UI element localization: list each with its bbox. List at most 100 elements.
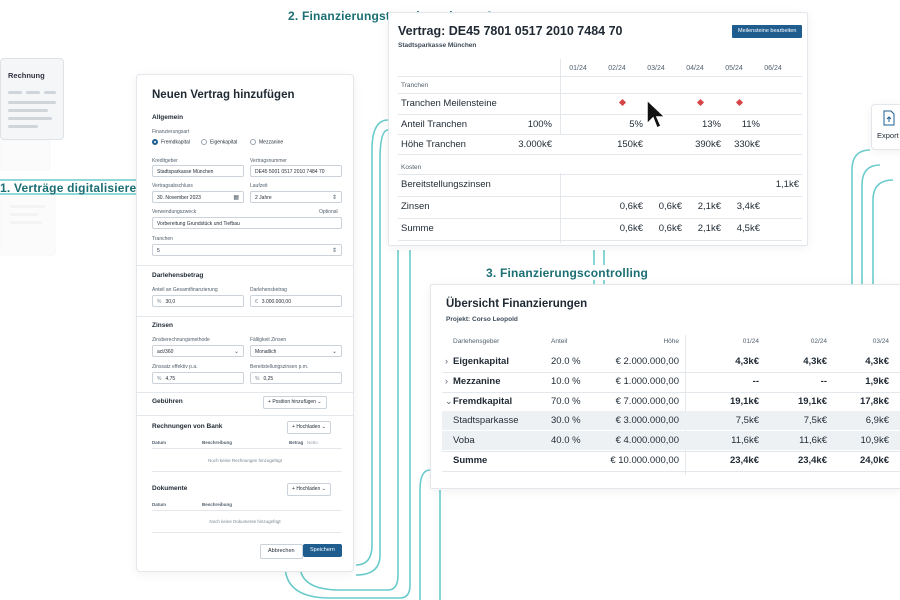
upload-document-button[interactable]: + Hochladen ⌄	[287, 483, 331, 496]
group-tranchen: Tranchen	[401, 82, 429, 89]
laufzeit-select[interactable]: 2 Jahre ⇕	[250, 191, 342, 203]
finanzierungsart-radio-group: Fremdkapital Eigenkapital Mezzanine	[152, 139, 342, 147]
upload-invoice-button[interactable]: + Hochladen ⌄	[287, 421, 331, 434]
col-beschreibung: Beschreibung	[202, 502, 233, 507]
row-value: 0,6k€	[658, 201, 682, 212]
vertragsnummer-input[interactable]: DE45 5001 0517 2010 7484 70	[250, 165, 342, 177]
cancel-button[interactable]: Abbrechen	[260, 544, 303, 559]
radio-fremdkapital[interactable]: Fremdkapital	[152, 139, 190, 145]
overview-cell: 4,3k€	[865, 356, 889, 367]
milestone-diamond-icon[interactable]	[618, 98, 627, 107]
edit-milestones-button[interactable]: Meilensteine bearbeiten	[732, 25, 803, 38]
milestone-diamond-icon[interactable]	[696, 98, 705, 107]
overview-row-label: Fremdkapital	[453, 395, 513, 407]
overview-column-header: Darlehensgeber	[453, 338, 500, 345]
month-header: 01/24	[569, 65, 587, 72]
chevron-right-icon[interactable]: ›	[445, 375, 448, 386]
row-value: 0,6k€	[658, 223, 682, 234]
overview-column-header: 02/24	[810, 338, 827, 345]
radio-mezzanine[interactable]: Mezzanine	[250, 139, 283, 145]
row-value: 11%	[741, 119, 760, 130]
row-label: Bereitstellungszinsen	[401, 179, 491, 190]
optional-label: Optional	[319, 209, 338, 215]
row-total: 3.000k€	[518, 139, 552, 150]
row-label: Zinsen	[401, 201, 430, 212]
overview-table-row: Stadtsparkasse 30.0 % € 3.000.000,00 7,5k€ 7…	[442, 411, 900, 431]
overview-cell: 11,6k€	[731, 435, 759, 447]
overview-row-label: Eigenkapital	[453, 356, 509, 367]
invoice-document: Rechnung	[0, 58, 64, 140]
finanzierungsart-label: Finanzierungsart	[152, 129, 190, 135]
verwendungszweck-label: Verwendungszweck	[152, 209, 197, 215]
row-value: 5%	[629, 119, 643, 130]
export-button[interactable]: Export	[871, 104, 900, 150]
anteil-input[interactable]: % 30,0	[152, 295, 244, 307]
overview-cell: € 2.000.000,00	[615, 356, 679, 367]
row-value: 13%	[701, 119, 721, 130]
invoice-title: Rechnung	[8, 71, 45, 80]
chevron-down-icon: ⌄	[233, 349, 239, 355]
overview-cell: --	[752, 375, 759, 387]
overview-cell: € 10.000.000,00	[610, 455, 679, 466]
bereitstellung-input[interactable]: % 0,25	[250, 372, 342, 384]
overview-row-label: Stadtsparkasse	[453, 415, 519, 427]
zinsmethode-select[interactable]: act/360 ⌄	[152, 345, 244, 357]
overview-row-label: Mezzanine	[453, 375, 501, 387]
overview-cell: 17,8k€	[859, 395, 889, 407]
col-betrag: Betrag	[289, 440, 304, 445]
col-netto: Netto	[307, 440, 318, 445]
overview-cell: 7,5k€	[735, 415, 759, 427]
step-3-label: 3. Finanzierungscontrolling	[486, 266, 649, 280]
faelligkeit-label: Fälligkeit Zinsen	[250, 337, 287, 343]
group-kosten: Kosten	[401, 164, 422, 171]
vertragsabschluss-label: Vertragsabschluss	[152, 183, 193, 189]
spinner-icon: ⇕	[331, 248, 337, 254]
row-value: 150k€	[617, 139, 643, 150]
overview-cell: 6,9k€	[865, 415, 889, 427]
darlehensbetrag-label: Darlehensbetrag	[250, 287, 287, 293]
row-value: 1,1k€	[775, 179, 799, 190]
chevron-right-icon[interactable]: ›	[445, 356, 448, 366]
vertragsabschluss-date-input[interactable]: 30. November 2023 ▦	[152, 191, 244, 203]
add-position-button[interactable]: + Position hinzufügen ⌄	[263, 396, 327, 409]
overview-cell: 23,4k€	[729, 455, 759, 466]
overview-table-row: Summe € 10.000.000,00 23,4k€ 23,4k€ 24,0k€	[442, 451, 900, 470]
faelligkeit-select[interactable]: Monatlich ⌄	[250, 345, 342, 357]
overview-table-row[interactable]: ⌄ Fremdkapital 70.0 % € 7.000.000,00 19,1k€ 1…	[442, 392, 900, 411]
new-contract-form: Neuen Vertrag hinzufügen Allgemein Finan…	[136, 74, 354, 572]
tranchen-input[interactable]: 5 ⇕	[152, 244, 342, 256]
month-header: 03/24	[647, 65, 665, 72]
overview-table-row[interactable]: › Eigenkapital 20.0 % € 2.000.000,00 4,3k€ 4,…	[442, 352, 900, 371]
radio-eigenkapital[interactable]: Eigenkapital	[201, 139, 237, 145]
file-export-icon	[883, 110, 895, 126]
row-label: Höhe Tranchen	[401, 139, 466, 150]
darlehensbetrag-input[interactable]: €3.000.000,00	[250, 295, 342, 307]
zinssatz-input[interactable]: % 4,75	[152, 372, 244, 384]
row-label: Anteil Tranchen	[401, 119, 468, 130]
row-value: 390k€	[695, 139, 721, 150]
overview-cell: 24,0k€	[859, 455, 889, 466]
section-darlehensbetrag: Darlehensbetrag	[152, 272, 204, 279]
save-button[interactable]: Speichern	[303, 544, 342, 557]
chevron-down-icon[interactable]: ⌄	[445, 395, 453, 406]
milestone-diamond-icon[interactable]	[735, 98, 744, 107]
overview-table-row: Voba 40.0 % € 4.000.000,00 11,6k€ 11,6k€ 10,9…	[442, 431, 900, 451]
milestones-row-label: Tranchen Meilensteine	[401, 98, 497, 109]
kreditgeber-label: Kreditgeber	[152, 158, 178, 164]
overview-cell: 1,9k€	[865, 375, 889, 387]
anteil-label: Anteil an Gesamtfinanzierung	[152, 287, 218, 293]
overview-column-header: 01/24	[742, 338, 759, 345]
overview-cell: 30.0 %	[551, 415, 581, 427]
overview-cell: 7,5k€	[803, 415, 827, 427]
overview-cell: 20.0 %	[551, 356, 581, 367]
calendar-icon[interactable]: ▦	[233, 195, 239, 201]
kreditgeber-input[interactable]: Stadtsparkasse München	[152, 165, 244, 177]
contract-title: Vertrag: DE45 7801 0517 2010 7484 70	[398, 24, 623, 38]
laufzeit-label: Laufzeit	[250, 183, 268, 189]
month-header: 06/24	[764, 65, 782, 72]
contract-bank: Stadtsparkasse München	[398, 42, 477, 49]
row-value: 2,1k€	[697, 223, 721, 234]
verwendungszweck-input[interactable]: Vorbereitung Grundstück und Tiefbau	[152, 217, 342, 229]
overview-project: Projekt: Corso Leopold	[446, 316, 518, 323]
overview-table-row[interactable]: › Mezzanine 10.0 % € 1.000.000,00 -- -- 1,9k€	[442, 372, 900, 391]
